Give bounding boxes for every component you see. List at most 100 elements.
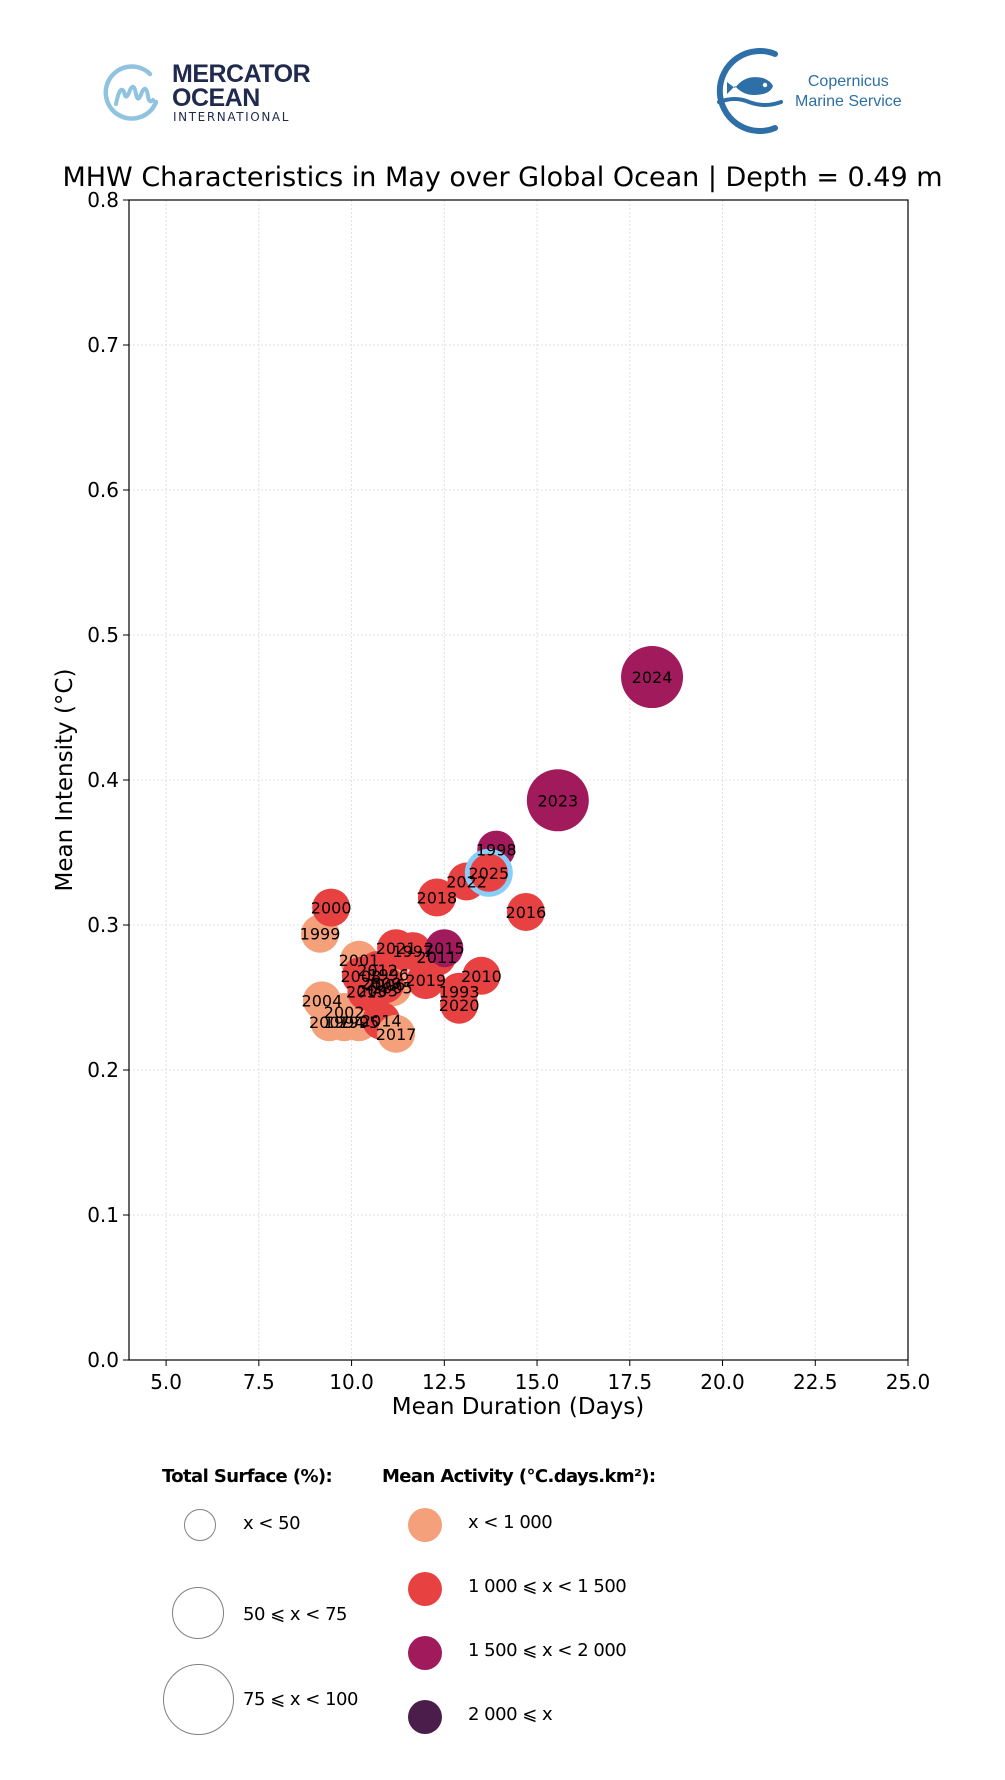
point-2018 xyxy=(417,878,456,917)
point-label-2018: 2018 xyxy=(417,888,458,907)
y-axis-label: Mean Intensity (°C) xyxy=(52,669,78,892)
x-tick-label: 22.5 xyxy=(793,1370,838,1394)
x-axis-ticks: 5.0 7.5 10.0 12.5 15.0 17.5 20.0 22.5 25.0 xyxy=(150,1360,930,1394)
point-label-1994: 1994 xyxy=(324,1013,365,1032)
x-tick-label: 10.0 xyxy=(329,1370,374,1394)
copernicus-fish-icon xyxy=(716,48,783,134)
point-2016 xyxy=(506,892,545,931)
point-label-2006: 2006 xyxy=(365,975,406,994)
point-label-2000: 2000 xyxy=(311,899,352,918)
x-tick-label: 12.5 xyxy=(422,1370,467,1394)
point-label-1997: 1997 xyxy=(392,942,433,961)
point-label-1996: 1996 xyxy=(368,965,409,984)
point-label-2011: 2011 xyxy=(417,948,458,967)
y-axis-ticks: 0.0 0.1 0.2 0.3 0.4 0.5 0.6 0.7 0.8 xyxy=(87,188,129,1372)
point-label-1999: 1999 xyxy=(300,925,341,944)
point-label-2004: 2004 xyxy=(302,991,343,1010)
point-label-2020: 2020 xyxy=(439,996,480,1015)
legend-activity-swatch xyxy=(408,1508,442,1542)
legend-activity-swatch xyxy=(408,1572,442,1606)
x-tick-label: 5.0 xyxy=(150,1370,182,1394)
legend-surface-label: 50 ⩽ x < 75 xyxy=(243,1604,348,1625)
point-2000 xyxy=(312,888,351,927)
point-label-2008: 2008 xyxy=(340,967,381,986)
point-2007 xyxy=(310,1003,349,1042)
x-axis-label: Mean Duration (Days) xyxy=(392,1394,645,1420)
legend-activity-label: x < 1 000 xyxy=(468,1512,553,1533)
legend-activity-swatch xyxy=(408,1700,442,1734)
y-tick-label: 0.5 xyxy=(87,623,119,647)
point-2019 xyxy=(406,961,445,1000)
x-tick-label: 7.5 xyxy=(243,1370,275,1394)
mercator-line1: MERCATOR xyxy=(172,60,311,88)
point-label-2014: 2014 xyxy=(361,1012,402,1031)
y-tick-label: 0.7 xyxy=(87,333,119,357)
chart-title: MHW Characteristics in May over Global O… xyxy=(62,162,943,193)
point-label-2022: 2022 xyxy=(446,873,487,892)
point-label-2021: 2021 xyxy=(376,939,417,958)
y-tick-label: 0.2 xyxy=(87,1058,119,1082)
point-2013 xyxy=(347,972,386,1011)
point-label-2013: 2013 xyxy=(346,983,387,1002)
point-label-2025: 2025 xyxy=(468,864,509,883)
legend-surface-circle-large xyxy=(163,1664,234,1735)
point-label-1998: 1998 xyxy=(476,841,517,860)
point-label-2019: 2019 xyxy=(405,971,446,990)
point-label-1993: 1993 xyxy=(439,983,480,1002)
point-2017 xyxy=(377,1014,416,1053)
y-tick-label: 0.8 xyxy=(87,188,119,212)
point-2024 xyxy=(621,646,684,709)
y-tick-label: 0.4 xyxy=(87,768,119,792)
legend-activity-label: 2 000 ⩽ x xyxy=(468,1704,553,1725)
legend-surface-title: Total Surface (%): xyxy=(162,1466,333,1487)
point-label-2002: 2002 xyxy=(324,1003,365,1022)
point-2021 xyxy=(377,929,416,968)
y-tick-label: 0.1 xyxy=(87,1203,119,1227)
point-label-2023: 2023 xyxy=(537,791,578,810)
x-tick-label: 20.0 xyxy=(700,1370,745,1394)
copernicus-logo-text: Copernicus Marine Service xyxy=(795,72,902,112)
point-label-2024: 2024 xyxy=(632,668,673,687)
legend-activity-swatch xyxy=(408,1636,442,1670)
legend-surface-label: x < 50 xyxy=(243,1513,301,1534)
point-2010 xyxy=(462,956,501,995)
x-tick-label: 17.5 xyxy=(608,1370,653,1394)
point-2020 xyxy=(440,985,479,1024)
point-label-2003: 2003 xyxy=(357,981,398,1000)
x-tick-label: 15.0 xyxy=(515,1370,560,1394)
legend-activity-label: 1 000 ⩽ x < 1 500 xyxy=(468,1576,627,1597)
point-label-2016: 2016 xyxy=(506,903,547,922)
legend-surface-circle-small xyxy=(184,1509,216,1541)
mercator-line3: INTERNATIONAL xyxy=(173,110,291,124)
mercator-m-icon xyxy=(103,64,159,121)
point-label-1995: 1995 xyxy=(339,1013,380,1032)
grid xyxy=(129,199,909,1361)
mercator-ocean-logo: MERCATOR OCEAN INTERNATIONAL xyxy=(100,56,320,132)
mercator-line2: OCEAN xyxy=(172,84,260,112)
mercator-logo-title: MERCATOR OCEAN xyxy=(172,60,311,112)
point-label-2001: 2001 xyxy=(339,951,380,970)
point-2015 xyxy=(425,929,464,968)
y-tick-label: 0.0 xyxy=(87,1348,119,1372)
y-tick-label: 0.3 xyxy=(87,913,119,937)
point-2023 xyxy=(526,769,589,832)
data-points xyxy=(301,646,684,1053)
point-2025 xyxy=(469,853,508,892)
y-tick-label: 0.6 xyxy=(87,478,119,502)
copernicus-line1: Copernicus xyxy=(807,73,889,90)
point-label-2009: 2009 xyxy=(361,974,402,993)
copernicus-line2: Marine Service xyxy=(795,93,902,110)
point-label-2012: 2012 xyxy=(357,961,398,980)
point-label-2015: 2015 xyxy=(424,939,465,958)
point-label-2005: 2005 xyxy=(372,978,413,997)
legend-surface-circle-medium xyxy=(172,1587,224,1639)
legend-surface-label: 75 ⩽ x < 100 xyxy=(243,1689,358,1710)
point-label-2010: 2010 xyxy=(461,967,502,986)
x-tick-label: 25.0 xyxy=(886,1370,931,1394)
copernicus-marine-logo: Copernicus Marine Service xyxy=(705,48,925,134)
legend-activity-label: 1 500 ⩽ x < 2 000 xyxy=(468,1640,627,1661)
point-label-2017: 2017 xyxy=(376,1025,417,1044)
point-label-2007: 2007 xyxy=(309,1013,350,1032)
